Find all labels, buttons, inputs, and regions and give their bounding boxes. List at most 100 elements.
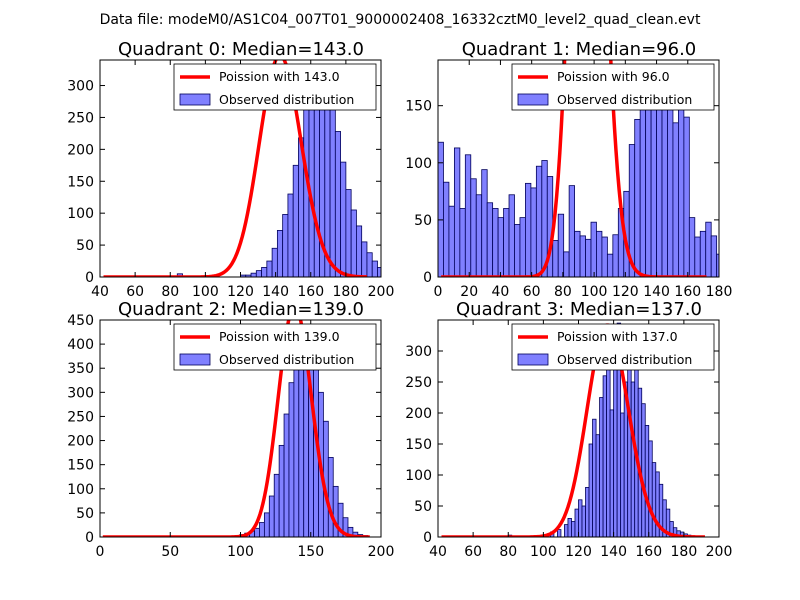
quadrant-3-legend-hist-label: Observed distribution — [557, 352, 692, 367]
x-tick-label: 140 — [600, 544, 627, 560]
quadrant-2-legend-curve-label: Poission with 139.0 — [219, 329, 340, 344]
histogram-bar — [590, 221, 597, 277]
histogram-bar — [661, 103, 668, 277]
histogram-bar — [292, 164, 299, 277]
histogram-bar — [571, 521, 576, 537]
histogram-bar — [599, 397, 604, 537]
x-tick-label: 40 — [492, 284, 510, 300]
histogram-bar — [288, 382, 295, 537]
x-tick-label: 180 — [333, 284, 360, 300]
y-tick-label: 0 — [85, 270, 94, 286]
histogram-bar — [627, 366, 632, 537]
x-tick-label: 180 — [671, 544, 698, 560]
y-tick-label: 400 — [67, 337, 94, 353]
histogram-bar — [688, 217, 696, 277]
histogram-bar — [481, 169, 488, 277]
histogram-bar — [612, 234, 619, 277]
x-tick-label: 160 — [674, 284, 701, 300]
histogram-bar — [530, 187, 537, 277]
y-tick-label: 200 — [405, 406, 432, 422]
histogram-bar — [644, 424, 650, 537]
histogram-bar — [667, 82, 674, 277]
quadrant-2-title: Quadrant 2: Median=139.0 — [118, 299, 364, 320]
y-tick-label: 250 — [67, 110, 94, 126]
x-tick-label: 200 — [368, 284, 395, 300]
y-tick-label: 150 — [405, 99, 432, 115]
x-tick-label: 100 — [581, 284, 608, 300]
y-tick-label: 150 — [67, 174, 94, 190]
histogram-bar — [327, 457, 334, 537]
histogram-bar — [361, 241, 368, 277]
histogram-bar — [606, 253, 614, 277]
histogram-bar — [283, 413, 290, 537]
histogram-bar — [492, 208, 499, 277]
histogram-bar — [271, 247, 278, 277]
y-tick-label: 200 — [67, 434, 94, 450]
histogram-bar — [602, 375, 608, 537]
histogram-bar — [459, 208, 466, 277]
histogram-bar — [266, 260, 273, 277]
y-tick-label: 50 — [76, 238, 94, 254]
histogram-bar — [567, 518, 572, 537]
histogram-bar — [334, 131, 342, 277]
histogram-bar — [276, 230, 284, 277]
quadrant-3-legend-curve-label: Poission with 137.0 — [557, 329, 678, 344]
y-tick-label: 200 — [67, 142, 94, 158]
histogram-bar — [366, 252, 373, 277]
histogram-bar — [694, 236, 701, 277]
histogram-bar — [278, 444, 285, 537]
histogram-bar — [585, 238, 592, 277]
quadrant-1-legend-curve-label: Poission with 96.0 — [557, 69, 670, 84]
histogram-bar — [263, 512, 270, 537]
panel-quadrant-2: Quadrant 2: Median=139.0 0 50 100 150 200 0 50… — [67, 299, 394, 560]
y-tick-label: 300 — [405, 344, 432, 360]
y-tick-label: 50 — [414, 213, 432, 229]
histogram-bar — [356, 225, 363, 277]
legend-box — [511, 323, 715, 371]
quadrant-0-title: Quadrant 0: Median=143.0 — [118, 39, 364, 60]
x-tick-label: 0 — [96, 544, 105, 560]
histogram-bar — [716, 253, 719, 277]
plot-frame — [437, 59, 720, 278]
histogram-bar — [525, 182, 532, 277]
histogram-bar — [710, 235, 718, 277]
histogram-bar — [443, 181, 450, 277]
x-tick-label: 50 — [161, 544, 179, 560]
histogram-bar — [345, 189, 352, 277]
histogram-bar — [557, 213, 565, 277]
histogram-bar — [563, 251, 570, 277]
histogram-bar — [645, 99, 652, 277]
histogram-bar — [648, 440, 653, 537]
histogram-bar — [255, 270, 262, 277]
x-tick-label: 120 — [565, 544, 592, 560]
histogram-bar — [595, 434, 600, 537]
histogram-bar — [581, 505, 586, 537]
histogram-bar — [519, 217, 526, 277]
y-tick-label: 150 — [67, 458, 94, 474]
histogram-bar — [606, 366, 611, 537]
histogram-bar — [564, 524, 569, 537]
y-tick-label: 450 — [67, 313, 94, 329]
legend-hist-swatch — [179, 353, 211, 366]
histogram-bar — [259, 522, 265, 537]
x-tick-label: 40 — [429, 544, 447, 560]
histogram-bar — [568, 185, 575, 277]
y-tick-label: 50 — [414, 499, 432, 515]
histogram-bar — [448, 205, 455, 277]
x-tick-label: 180 — [706, 284, 733, 300]
histogram-bar — [705, 221, 712, 277]
legend-hist-swatch — [179, 93, 211, 106]
x-tick-label: 140 — [262, 284, 289, 300]
histogram-bar — [287, 193, 294, 277]
histogram-bar — [453, 147, 461, 277]
histogram-bar — [464, 154, 472, 277]
histogram-bar — [250, 272, 257, 277]
histogram-bar — [470, 178, 477, 277]
x-tick-label: 160 — [635, 544, 662, 560]
histogram-bar — [574, 230, 581, 277]
y-tick-label: 250 — [67, 409, 94, 425]
y-tick-label: 100 — [67, 482, 94, 498]
x-tick-label: 150 — [297, 544, 324, 560]
quadrant-1-title: Quadrant 1: Median=96.0 — [462, 39, 697, 60]
